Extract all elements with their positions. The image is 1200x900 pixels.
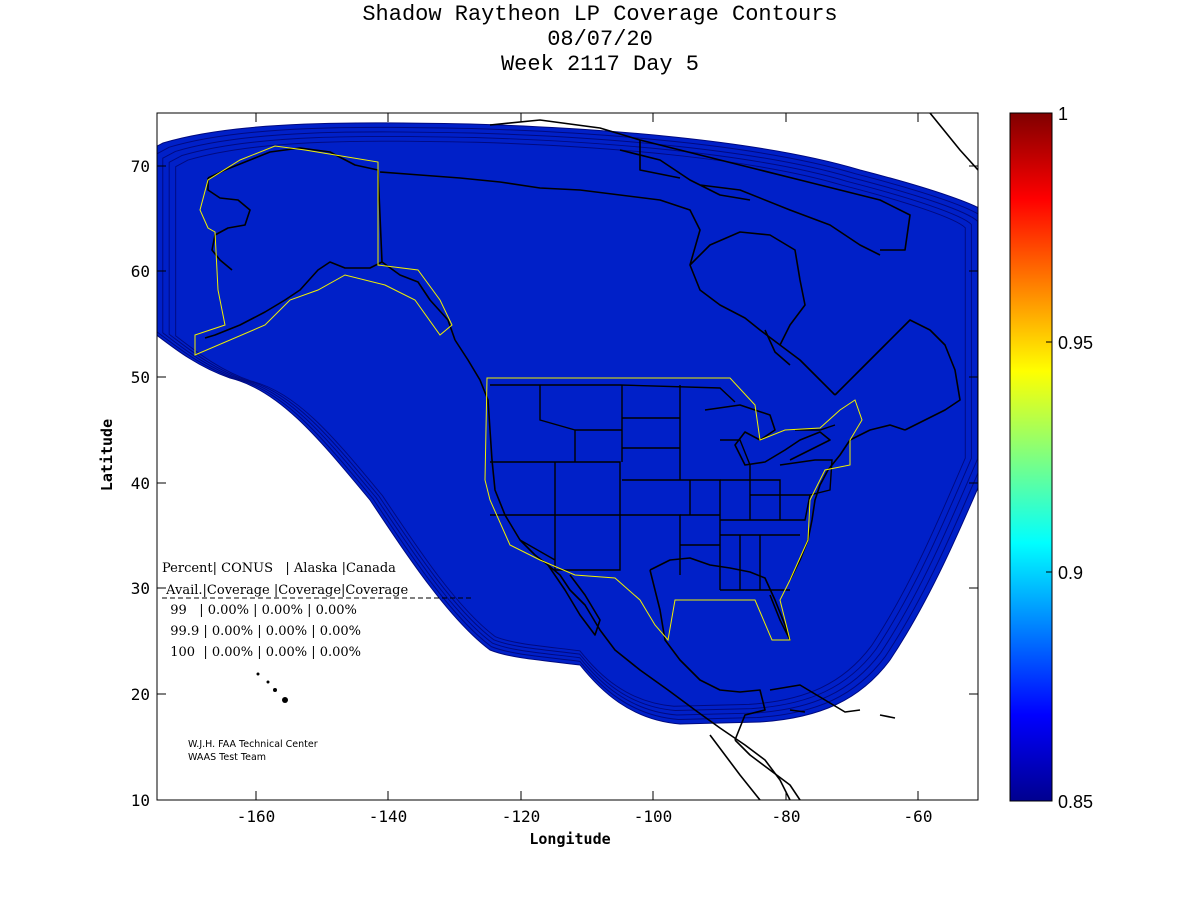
coastline-alaska xyxy=(204,147,456,341)
table-header-row-1: Percent| CONUS | Alaska |Canada xyxy=(162,561,396,576)
y-axis-ticks xyxy=(157,165,978,801)
table-row: 99 | 0.00% | 0.00% | 0.00% xyxy=(162,603,357,618)
great-lakes xyxy=(704,404,831,466)
coastlines xyxy=(204,113,978,800)
y-axis-title: Latitude xyxy=(98,419,116,491)
y-tick-label: 70 xyxy=(131,157,150,176)
state-borders-east xyxy=(720,439,833,591)
plot-frame xyxy=(156,112,979,801)
credit-line-2: WAAS Test Team xyxy=(188,752,266,763)
state-borders-central xyxy=(622,385,721,590)
coverage-contours xyxy=(157,122,978,725)
coastline-greenland xyxy=(929,113,978,171)
table-header-row-2: Avail.|Coverage |Coverage|Coverage xyxy=(162,583,408,598)
x-axis-title: Longitude xyxy=(529,830,610,848)
chart-title-week: Week 2117 Day 5 xyxy=(500,52,700,77)
us-state-borders xyxy=(490,384,836,591)
coastline-baja xyxy=(547,564,601,636)
chart-title-line-1: Shadow Raytheon LP Coverage Contours xyxy=(362,2,838,27)
coastline-gulf xyxy=(649,557,791,741)
x-tick-label: -140 xyxy=(369,807,408,826)
coastline-arctic-islands xyxy=(489,119,911,256)
colorbar-label: 0.95 xyxy=(1058,333,1093,353)
colorbar-label: 0.9 xyxy=(1058,563,1083,583)
x-tick-label: -60 xyxy=(904,807,933,826)
credit-line-1: W.J.H. FAA Technical Center xyxy=(188,739,318,750)
coastline-pacific xyxy=(454,339,791,800)
y-tick-label: 20 xyxy=(131,685,150,704)
colorbar xyxy=(1009,112,1053,802)
table-row: 99.9 | 0.00% | 0.00% | 0.00% xyxy=(162,624,361,639)
state-borders-west xyxy=(490,385,681,575)
hawaii-islands xyxy=(256,672,288,703)
boundary-conus xyxy=(484,377,863,642)
coastline-labrador xyxy=(834,319,961,431)
coastline-central-america xyxy=(709,734,801,800)
border-us-canada xyxy=(490,384,836,431)
x-tick-label: -160 xyxy=(237,807,276,826)
y-tick-label: 50 xyxy=(131,368,150,387)
table-row: 100 | 0.00% | 0.00% | 0.00% xyxy=(162,645,361,660)
x-tick-label: -120 xyxy=(502,807,541,826)
y-tick-label: 40 xyxy=(131,474,150,493)
x-tick-label: -100 xyxy=(634,807,673,826)
chart-title-date: 08/07/20 xyxy=(547,27,653,52)
y-tick-label: 10 xyxy=(131,791,150,810)
caribbean-islands xyxy=(769,684,896,719)
coverage-band-inner xyxy=(175,140,966,707)
boundary-alaska xyxy=(194,145,453,356)
colorbar-label-min: 0.85 xyxy=(1058,792,1093,812)
x-axis-ticks xyxy=(255,113,919,800)
coastline-hudson-bay xyxy=(689,231,806,366)
x-tick-label: -80 xyxy=(772,807,801,826)
colorbar-ticks xyxy=(1046,112,1052,802)
y-tick-label: 30 xyxy=(131,579,150,598)
colorbar-label-max: 1 xyxy=(1058,104,1068,124)
service-area-boundaries xyxy=(194,145,863,642)
coverage-table: Percent| CONUS | Alaska |Canada Avail.|C… xyxy=(162,561,472,660)
y-tick-label: 60 xyxy=(131,262,150,281)
